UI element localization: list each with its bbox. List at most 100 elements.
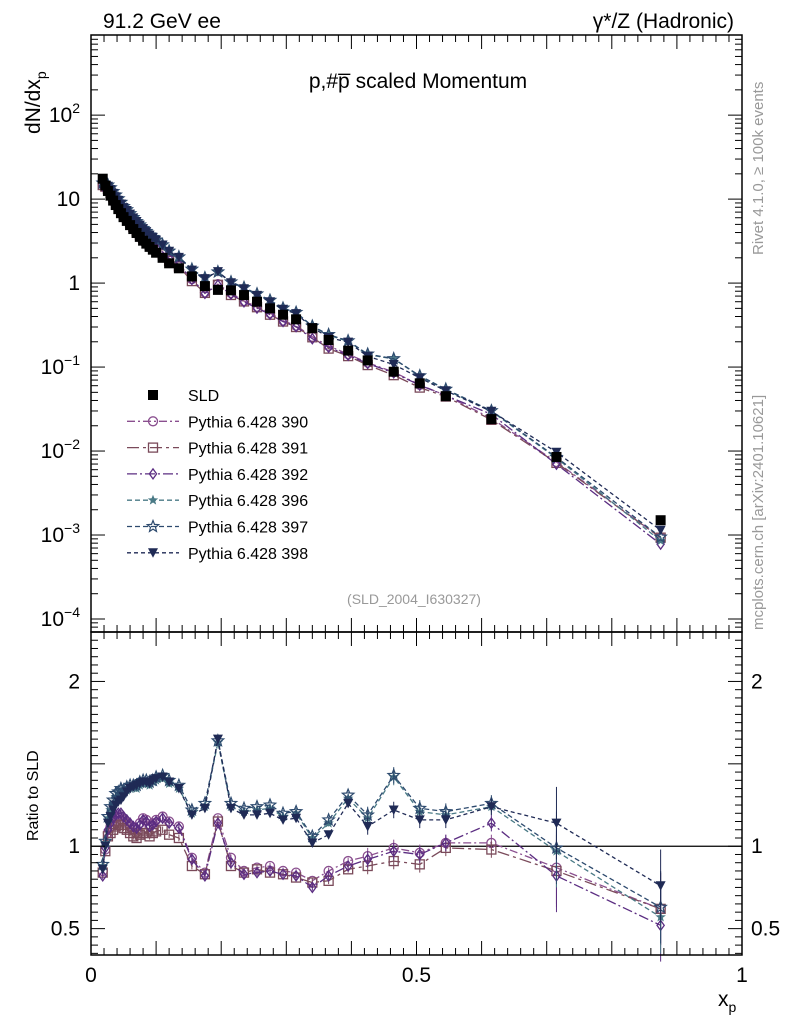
y-tick-label-exp: −3 (64, 520, 80, 536)
ratio-point (125, 817, 135, 830)
ratio-y-tick-label-left: 1 (68, 835, 80, 858)
ratio-point (362, 821, 373, 832)
x-tick-label: 1 (736, 964, 748, 987)
ratio-point (145, 820, 154, 833)
ratio-point (212, 734, 223, 745)
ratio-point (119, 810, 128, 823)
sld-data-point (388, 366, 399, 377)
ratio-frame (90, 631, 743, 956)
ratio-point (265, 864, 275, 878)
sld-data-point (551, 451, 562, 462)
ratio-point (291, 869, 301, 883)
ratio-point (323, 830, 334, 840)
y-tick-label-main: 10−4 (41, 604, 81, 631)
side-label-top: Rivet 4.1.0, ≥ 100k events (750, 82, 767, 255)
ratio-point (111, 784, 126, 799)
legend-entry-1: SLD (148, 388, 219, 405)
sld-data-point (199, 281, 210, 292)
ratio-point (148, 818, 158, 831)
ratio-point (174, 821, 184, 835)
legend-label: SLD (188, 388, 219, 405)
ratio-y-tick-label-left: 0.5 (51, 918, 80, 941)
legend-label: Pythia 6.428 391 (188, 441, 308, 458)
main-frame (90, 34, 743, 633)
data-point (324, 341, 334, 354)
sld-data-point (186, 271, 197, 282)
series-main-4 (97, 177, 666, 546)
analysis-watermark: (SLD_2004_I630327) (347, 591, 481, 607)
sld-data-point (157, 252, 168, 263)
y-tick-label-base: 10 (41, 356, 64, 379)
sld-data-point (173, 263, 184, 274)
y-tick-label-exp: −2 (64, 436, 80, 452)
data-point (414, 373, 425, 383)
legend-marker (147, 442, 159, 453)
data-point (239, 295, 249, 308)
ratio-point (173, 784, 184, 794)
legend-marker (148, 548, 158, 558)
data-point (486, 406, 497, 417)
legend-marker (145, 518, 161, 533)
y-tick-label-main: 10−3 (41, 520, 81, 547)
series-line-main (102, 182, 662, 542)
sld-data-point (343, 345, 354, 356)
y-tick-label-exp: −4 (64, 604, 80, 620)
ratio-point (389, 845, 399, 858)
sld-data-point (655, 515, 666, 526)
series-main-3 (98, 179, 666, 551)
ratio-point (151, 815, 161, 828)
sld-data-point (362, 355, 373, 366)
ratio-point (200, 869, 210, 883)
sld-data-point (164, 258, 175, 269)
legend-entry-7: Pythia 6.428 398 (127, 546, 308, 563)
header-right: γ*/Z (Hadronic) (593, 10, 734, 33)
data-point (186, 265, 197, 276)
ratio-point (238, 810, 249, 820)
legend-entry-5: Pythia 6.428 396 (127, 493, 308, 510)
y-tick-label-exp: −1 (64, 352, 80, 368)
ratio-panel (91, 733, 742, 962)
ratio-point (187, 853, 197, 866)
ratio-point (226, 856, 236, 869)
series-ratio-3 (98, 807, 666, 962)
ratio-point (340, 787, 356, 802)
x-axis-label: xp (718, 988, 737, 1015)
legend: SLD Pythia 6.428 390 Pythia 6.428 391 Pythi… (127, 388, 308, 563)
ratio-point (252, 810, 263, 820)
legend-marker (147, 494, 159, 505)
y-tick-label-base: 10 (41, 524, 64, 547)
main-panel (95, 173, 668, 551)
sld-data-point (212, 284, 223, 295)
data-point (151, 235, 162, 246)
data-point (552, 458, 561, 471)
y-tick-label-base: 1 (68, 272, 80, 295)
sld-data-point (291, 314, 302, 325)
ratio-point (360, 807, 375, 822)
legend-label: Pythia 6.428 390 (188, 414, 308, 431)
data-point (653, 529, 668, 544)
ratio-point (486, 802, 497, 812)
ratio-point (147, 827, 158, 839)
legend-label: Pythia 6.428 398 (188, 546, 308, 563)
ratio-point (100, 841, 111, 852)
ratio-point (239, 868, 249, 881)
legend-label: Pythia 6.428 397 (188, 520, 308, 537)
ratio-point (321, 812, 336, 827)
ratio-y-tick-label-right: 0.5 (751, 918, 780, 941)
ratio-y-tick-label-left: 2 (68, 670, 80, 693)
ratio-point (324, 869, 334, 883)
series-ratio-1 (97, 811, 666, 946)
ratio-y-tick-label-right: 1 (751, 835, 763, 858)
ratio-point (157, 772, 168, 783)
y-tick-label-base: 10 (49, 104, 72, 127)
sld-data-point (265, 303, 276, 314)
ratio-point (132, 821, 141, 835)
series-line-ratio (102, 819, 661, 910)
ratio-point (164, 777, 175, 787)
ratio-point (486, 817, 496, 830)
ratio-point (158, 812, 168, 825)
ratio-point (122, 813, 132, 826)
ratio-point (291, 813, 302, 824)
series-sld (97, 173, 666, 526)
data-point (157, 240, 168, 251)
